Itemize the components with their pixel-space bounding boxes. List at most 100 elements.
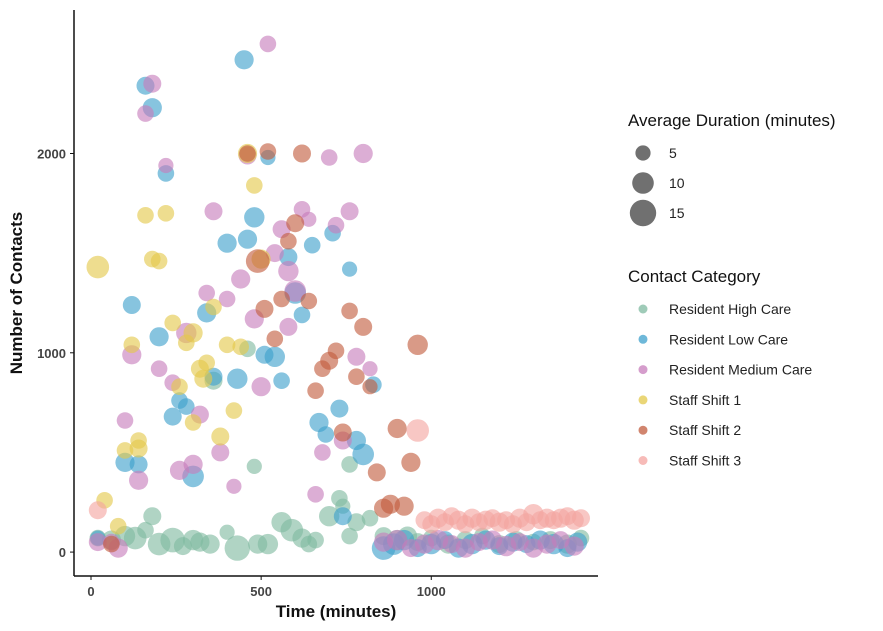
data-point-staff-shift-2-4	[259, 143, 277, 160]
data-point-resident-high-care-40	[246, 458, 262, 474]
data-point-staff-shift-2-3	[255, 299, 274, 318]
legend-swatch-resident-low-care	[638, 334, 648, 344]
data-point-staff-shift-2-20	[367, 463, 386, 482]
data-point-resident-low-care-13	[227, 368, 248, 389]
data-point-staff-shift-2-9	[293, 144, 311, 163]
data-point-resident-low-care-18	[264, 346, 285, 367]
data-point-resident-medium-care-28	[284, 280, 307, 302]
data-point-staff-shift-3-0	[88, 501, 107, 520]
data-point-resident-low-care-22	[293, 306, 311, 324]
data-point-resident-medium-care-37	[347, 347, 366, 366]
legend-label-resident-low-care: Resident Low Care	[669, 331, 788, 347]
data-point-resident-high-care-13	[224, 535, 250, 561]
data-point-resident-medium-care-15	[198, 284, 215, 302]
data-point-resident-medium-care-17	[211, 443, 230, 462]
axes	[73, 10, 598, 577]
x-axis-title: Time (minutes)	[276, 602, 397, 621]
data-point-staff-shift-3-1	[406, 419, 430, 442]
legend-label-staff-shift-1: Staff Shift 1	[669, 392, 741, 408]
data-point-resident-high-care-4	[137, 521, 154, 539]
data-point-staff-shift-2-26	[407, 334, 428, 355]
legend-swatch-resident-medium-care	[638, 365, 648, 375]
data-point-staff-shift-1-18	[218, 336, 236, 354]
y-axis-title: Number of Contacts	[7, 212, 26, 374]
data-point-resident-low-care-29	[342, 261, 358, 277]
data-point-resident-medium-care-24	[259, 35, 277, 53]
data-point-staff-shift-2-7	[280, 232, 297, 250]
data-point-resident-medium-care-34	[327, 216, 345, 234]
data-point-resident-medium-care-31	[307, 486, 324, 503]
data-point-resident-medium-care-6	[137, 105, 154, 122]
data-point-resident-low-care-1	[115, 452, 135, 472]
data-point-resident-low-care-28	[333, 507, 352, 526]
data-point-staff-shift-1-0	[86, 255, 110, 279]
data-point-staff-shift-2-24	[394, 496, 414, 516]
legend-swatch-resident-high-care	[638, 304, 648, 314]
data-point-resident-medium-care-23	[251, 377, 271, 397]
data-point-resident-medium-care-0	[88, 533, 107, 552]
data-point-resident-low-care-20	[279, 248, 298, 267]
data-point-resident-low-care-5	[149, 327, 169, 347]
data-point-staff-shift-1-26	[130, 432, 147, 449]
data-point-staff-shift-2-18	[354, 317, 373, 336]
data-point-resident-low-care-25	[317, 426, 335, 443]
data-point-staff-shift-1-16	[205, 298, 222, 316]
size-legend-label-5: 5	[669, 145, 677, 161]
data-point-staff-shift-1-19	[225, 402, 243, 419]
tick-labels: 0 500 1000 0 1000 2000	[37, 146, 446, 599]
data-point-resident-medium-care-32	[314, 444, 331, 461]
legend-swatch-staff-shift-1	[638, 395, 648, 405]
data-point-staff-shift-1-24	[183, 323, 203, 343]
size-legend-label-10: 10	[669, 175, 685, 191]
color-legend: Contact Category Resident High Care Resid…	[628, 267, 812, 469]
data-point-staff-shift-2-14	[327, 342, 345, 360]
data-point-staff-shift-1-4	[123, 336, 141, 354]
data-point-staff-shift-2-8	[286, 214, 305, 233]
size-legend-key-15	[629, 199, 657, 227]
data-point-staff-shift-1-3	[116, 442, 134, 459]
data-point-resident-medium-care-13	[183, 454, 203, 474]
data-point-resident-medium-care-33	[320, 149, 338, 166]
x-tick-label: 1000	[417, 584, 446, 599]
data-point-staff-shift-1-10	[164, 314, 181, 332]
data-point-staff-shift-1-17	[211, 427, 230, 446]
data-point-staff-shift-1-13	[184, 414, 202, 431]
data-point-resident-medium-care-38	[353, 143, 373, 164]
data-point-resident-high-care-43	[300, 535, 318, 553]
size-legend-key-10	[632, 172, 654, 194]
legend-label-resident-high-care: Resident High Care	[669, 301, 791, 317]
data-point-staff-shift-1-11	[171, 378, 188, 396]
data-point-staff-shift-2-17	[348, 368, 365, 386]
data-point-staff-shift-2-5	[266, 330, 284, 348]
data-point-staff-shift-2-19	[362, 379, 378, 395]
data-point-resident-medium-care-9	[158, 157, 174, 174]
legend-label-staff-shift-2: Staff Shift 2	[669, 422, 741, 438]
data-point-resident-low-care-19	[273, 372, 290, 390]
data-point-resident-high-care-22	[341, 456, 358, 473]
points-layer	[86, 35, 590, 561]
data-point-staff-shift-2-1	[239, 145, 256, 162]
data-point-resident-low-care-23	[303, 236, 321, 254]
data-point-resident-medium-care-5	[129, 470, 149, 490]
legend-label-resident-medium-care: Resident Medium Care	[669, 362, 812, 378]
x-tick-label: 500	[250, 584, 272, 599]
data-point-resident-medium-care-27	[278, 260, 299, 282]
y-tick-label: 1000	[37, 346, 66, 361]
data-point-staff-shift-2-6	[273, 290, 290, 308]
data-point-resident-high-care-24	[361, 509, 379, 527]
legend-swatch-staff-shift-2	[638, 425, 648, 435]
data-point-resident-high-care-12	[219, 524, 235, 540]
color-legend-title: Contact Category	[628, 267, 761, 286]
data-point-resident-high-care-20	[319, 506, 340, 527]
data-point-resident-low-care-14	[234, 50, 254, 70]
data-point-resident-low-care-31	[352, 443, 375, 466]
data-point-resident-medium-care-41	[387, 529, 408, 551]
data-point-staff-shift-1-2	[109, 517, 127, 535]
data-point-resident-low-care-7	[163, 407, 182, 426]
data-point-staff-shift-2-2	[245, 249, 270, 273]
data-point-resident-low-care-50	[178, 398, 195, 415]
data-point-staff-shift-1-8	[150, 252, 168, 270]
data-point-staff-shift-2-0	[103, 535, 120, 553]
data-point-staff-shift-2-10	[300, 292, 318, 310]
